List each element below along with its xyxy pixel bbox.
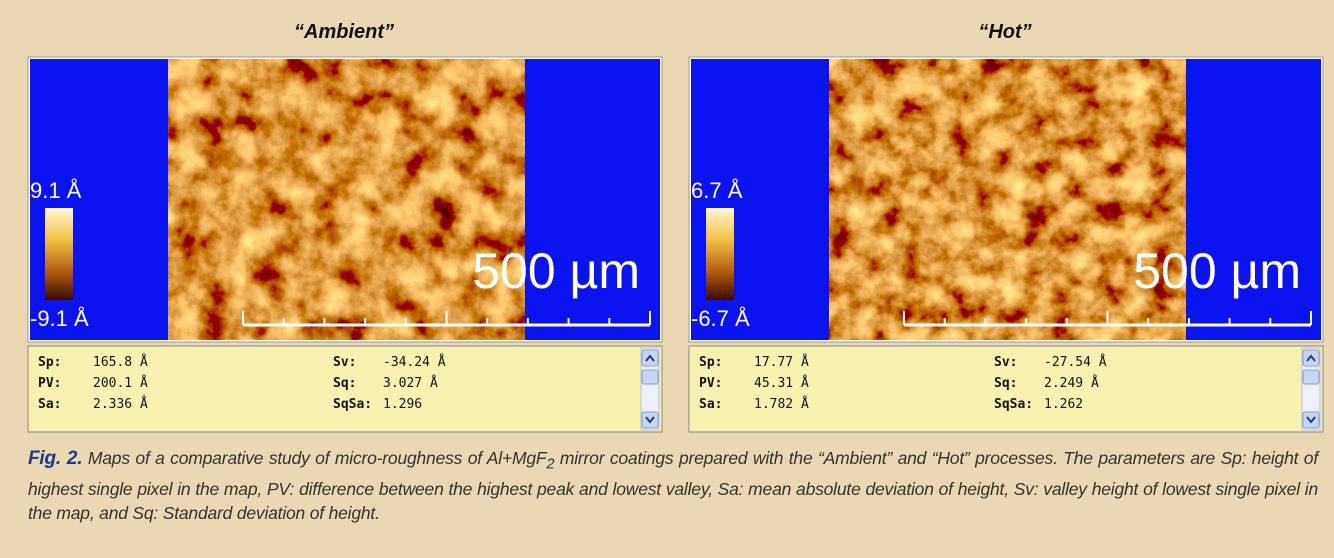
- stats-box: [688, 345, 1324, 433]
- caption-subscript: 2: [546, 456, 555, 473]
- figure: “Ambient” 9.1 Å -9.1 Å 500 µm Sp: 165.8 Å Sv: -…: [27, 21, 1324, 433]
- scroll-up[interactable]: [641, 349, 659, 367]
- scale-min-label: -6.7 Å: [691, 306, 750, 331]
- stat-value: 165.8 Å: [93, 354, 148, 370]
- stat-label: Sp:: [38, 355, 61, 370]
- scroll-down-arrow: [1306, 416, 1316, 424]
- stat-label: Sv:: [333, 355, 356, 370]
- stat-label: SqSa:: [994, 397, 1033, 412]
- stat-label: Sq:: [994, 376, 1017, 391]
- scale-bar-label: 500 µm: [472, 243, 640, 299]
- scroll-up-arrow: [1306, 354, 1316, 362]
- stat-value: 1.296: [383, 397, 422, 412]
- scale-max-label: 6.7 Å: [691, 178, 743, 203]
- panel-title: “Hot”: [978, 21, 1031, 43]
- height-map: [168, 59, 525, 340]
- stat-value: 45.31 Å: [754, 375, 809, 391]
- stat-value: 3.027 Å: [383, 375, 438, 391]
- stat-label: Sa:: [699, 397, 722, 412]
- stat-label: PV:: [699, 376, 722, 391]
- height-map: [829, 59, 1186, 340]
- scroll-down[interactable]: [641, 411, 659, 429]
- stat-value: -27.54 Å: [1044, 354, 1107, 370]
- color-bar: [706, 208, 734, 300]
- scrollbar: [640, 347, 660, 431]
- scale-max-label: 9.1 Å: [30, 178, 82, 203]
- scrollbar: [1301, 347, 1321, 431]
- color-bar: [45, 208, 73, 300]
- caption-text: mirror coatings prepared with the “Ambie…: [28, 448, 1318, 523]
- scale-min-label: -9.1 Å: [30, 306, 89, 331]
- scroll-down-arrow: [645, 416, 655, 424]
- scroll-up[interactable]: [1302, 349, 1320, 367]
- scale-bar-label: 500 µm: [1133, 243, 1301, 299]
- stat-value: -34.24 Å: [383, 354, 446, 370]
- stat-value: 17.77 Å: [754, 354, 809, 370]
- scroll-thumb[interactable]: [641, 369, 659, 385]
- stats-box: [27, 345, 663, 433]
- scroll-thumb[interactable]: [1302, 369, 1320, 385]
- stat-value: 1.262: [1044, 397, 1083, 412]
- scroll-down[interactable]: [1302, 411, 1320, 429]
- caption: Fig. 2. Maps of a comparative study of m…: [28, 446, 1318, 525]
- stat-label: PV:: [38, 376, 61, 391]
- stat-label: Sq:: [333, 376, 356, 391]
- stat-value: 1.782 Å: [754, 396, 809, 412]
- scroll-up-arrow: [645, 354, 655, 362]
- stat-label: Sa:: [38, 397, 61, 412]
- stat-label: SqSa:: [333, 397, 372, 412]
- stat-label: Sp:: [699, 355, 722, 370]
- stat-label: Sv:: [994, 355, 1017, 370]
- stat-value: 2.336 Å: [93, 396, 148, 412]
- panel-title: “Ambient”: [294, 21, 394, 43]
- caption-text: Maps of a comparative study of micro-rou…: [87, 448, 547, 468]
- stat-value: 2.249 Å: [1044, 375, 1099, 391]
- stat-value: 200.1 Å: [93, 375, 148, 391]
- caption-label: Fig. 2.: [28, 448, 83, 469]
